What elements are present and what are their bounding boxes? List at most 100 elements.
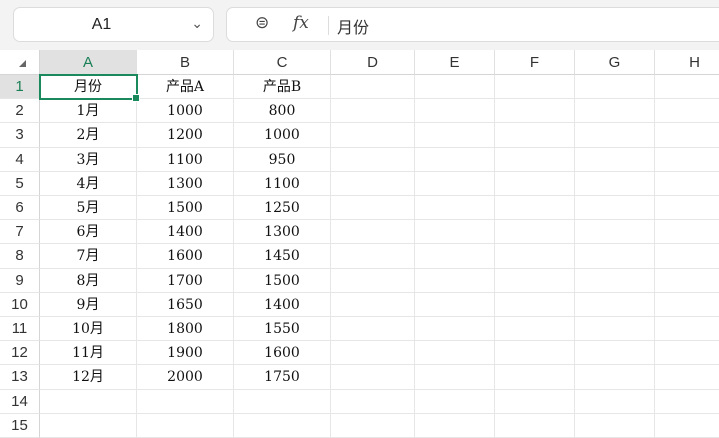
cell-a12[interactable]: 11月 [40,341,137,366]
formula-bar[interactable]: ⊜ fx 月份 [226,7,719,42]
cell-b7[interactable]: 1400 [137,220,234,245]
empty-cell[interactable] [495,147,575,172]
empty-cell[interactable] [331,413,415,438]
row-header-12[interactable]: 12 [0,341,40,366]
empty-cell[interactable] [575,341,655,366]
cell-b11[interactable]: 1800 [137,317,234,342]
empty-cell[interactable] [234,389,331,414]
cell-c13[interactable]: 1750 [234,365,331,390]
cell-c2[interactable]: 800 [234,99,331,124]
empty-cell[interactable] [331,268,415,293]
cell-b3[interactable]: 1200 [137,123,234,148]
chevron-down-icon[interactable]: ⌄ [191,15,203,31]
empty-cell[interactable] [137,413,234,438]
row-header-13[interactable]: 13 [0,365,40,390]
empty-cell[interactable] [331,389,415,414]
empty-cell[interactable] [655,123,719,148]
empty-cell[interactable] [575,389,655,414]
empty-cell[interactable] [331,123,415,148]
empty-cell[interactable] [575,268,655,293]
empty-cell[interactable] [495,341,575,366]
cell-c3[interactable]: 1000 [234,123,331,148]
empty-cell[interactable] [655,390,719,414]
empty-cell[interactable] [415,292,495,317]
empty-cell[interactable] [655,172,719,196]
cell-b9[interactable]: 1700 [137,268,234,293]
empty-cell[interactable] [495,171,575,196]
empty-cell[interactable] [495,413,575,438]
cell-c6[interactable]: 1250 [234,196,331,221]
cell-b13[interactable]: 2000 [137,365,234,390]
row-header-2[interactable]: 2 [0,99,40,124]
empty-cell[interactable] [415,123,495,148]
empty-cell[interactable] [655,269,719,293]
empty-cell[interactable] [575,244,655,269]
formula-input[interactable]: 月份 [337,18,370,37]
cell-c5[interactable]: 1100 [234,171,331,196]
empty-cell[interactable] [331,147,415,172]
empty-cell[interactable] [495,220,575,245]
cell-a8[interactable]: 7月 [40,244,137,269]
cell-b2[interactable]: 1000 [137,99,234,124]
empty-cell[interactable] [575,196,655,221]
empty-cell[interactable] [495,317,575,342]
empty-cell[interactable] [495,244,575,269]
empty-cell[interactable] [331,292,415,317]
empty-cell[interactable] [575,317,655,342]
empty-cell[interactable] [655,148,719,172]
empty-cell[interactable] [331,196,415,221]
column-header-f[interactable]: F [495,50,575,75]
cell-c7[interactable]: 1300 [234,220,331,245]
empty-cell[interactable] [495,75,575,100]
empty-cell[interactable] [415,196,495,221]
empty-cell[interactable] [575,123,655,148]
empty-cell[interactable] [331,365,415,390]
empty-cell[interactable] [655,293,719,317]
cell-a5[interactable]: 4月 [40,171,137,196]
empty-cell[interactable] [331,341,415,366]
empty-cell[interactable] [331,75,415,100]
cell-a10[interactable]: 9月 [40,292,137,317]
empty-cell[interactable] [655,365,719,390]
column-header-c[interactable]: C [234,50,331,75]
empty-cell[interactable] [655,414,719,438]
empty-cell[interactable] [495,365,575,390]
cell-a3[interactable]: 2月 [40,123,137,148]
empty-cell[interactable] [415,365,495,390]
empty-cell[interactable] [655,341,719,366]
cell-c4[interactable]: 950 [234,147,331,172]
empty-cell[interactable] [415,317,495,342]
row-header-6[interactable]: 6 [0,196,40,221]
empty-cell[interactable] [575,292,655,317]
cell-c8[interactable]: 1450 [234,244,331,269]
empty-cell[interactable] [234,413,331,438]
cell-b12[interactable]: 1900 [137,341,234,366]
empty-cell[interactable] [40,389,137,414]
empty-cell[interactable] [575,147,655,172]
row-header-4[interactable]: 4 [0,147,40,172]
empty-cell[interactable] [415,220,495,245]
empty-cell[interactable] [575,99,655,124]
cell-b6[interactable]: 1500 [137,196,234,221]
row-header-10[interactable]: 10 [0,292,40,317]
empty-cell[interactable] [495,292,575,317]
empty-cell[interactable] [495,99,575,124]
empty-cell[interactable] [415,268,495,293]
row-header-11[interactable]: 11 [0,317,40,342]
cell-c1[interactable]: 产品B [234,75,331,100]
empty-cell[interactable] [331,171,415,196]
empty-cell[interactable] [495,389,575,414]
cell-a13[interactable]: 12月 [40,365,137,390]
empty-cell[interactable] [655,196,719,221]
empty-cell[interactable] [331,244,415,269]
row-header-8[interactable]: 8 [0,244,40,269]
empty-cell[interactable] [655,99,719,124]
empty-cell[interactable] [575,413,655,438]
row-header-1[interactable]: 1 [0,75,40,100]
cell-a4[interactable]: 3月 [40,147,137,172]
name-box[interactable]: A1 ⌄ [13,7,214,42]
empty-cell[interactable] [495,123,575,148]
column-header-h[interactable]: H [655,50,719,75]
select-all-corner[interactable] [0,50,40,75]
empty-cell[interactable] [495,196,575,221]
